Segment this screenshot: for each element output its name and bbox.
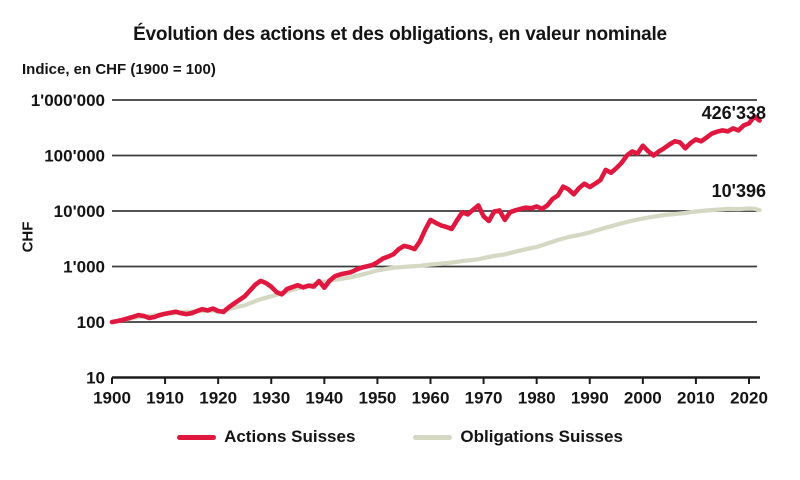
- x-tick-label: 1990: [571, 389, 609, 408]
- legend-label-actions: Actions Suisses: [224, 427, 356, 446]
- y-tick-label: 10'000: [54, 202, 105, 221]
- chart-title: Évolution des actions et des obligations…: [133, 24, 667, 45]
- x-tick-label: 1970: [465, 389, 503, 408]
- series-line-obligations: [109, 206, 762, 325]
- x-tick-label: 1950: [359, 389, 397, 408]
- y-tick-label: 100'000: [44, 147, 105, 166]
- y-tick-label: 10: [86, 369, 105, 388]
- x-tick-label: 1910: [146, 389, 184, 408]
- x-tick-label: 1960: [412, 389, 450, 408]
- x-tick-label: 2010: [677, 389, 715, 408]
- legend-label-obligations: Obligations Suisses: [460, 427, 623, 446]
- x-tick-label: 2020: [730, 389, 768, 408]
- legend-item-actions: Actions Suisses: [177, 427, 355, 447]
- legend: Actions Suisses Obligations Suisses: [0, 427, 800, 447]
- chart-subtitle: Indice, en CHF (1900 = 100): [22, 61, 216, 78]
- series-end-label-obligations: 10'396: [711, 181, 766, 201]
- x-tick-label: 1930: [252, 389, 290, 408]
- x-tick-label: 1940: [305, 389, 343, 408]
- x-tick-label: 1920: [199, 389, 237, 408]
- series-end-label-actions: 426'338: [701, 103, 766, 123]
- y-tick-label: 100: [77, 313, 105, 332]
- series-line-actions: [109, 114, 762, 325]
- x-tick-label: 1980: [518, 389, 556, 408]
- x-tick-label: 1900: [93, 389, 131, 408]
- legend-swatch-obligations-icon: [413, 434, 453, 440]
- legend-item-obligations: Obligations Suisses: [413, 427, 623, 447]
- y-tick-label: 1'000'000: [31, 91, 105, 110]
- legend-swatch-actions-icon: [177, 434, 217, 440]
- y-tick-label: 1'000: [63, 258, 105, 277]
- x-tick-label: 2000: [624, 389, 662, 408]
